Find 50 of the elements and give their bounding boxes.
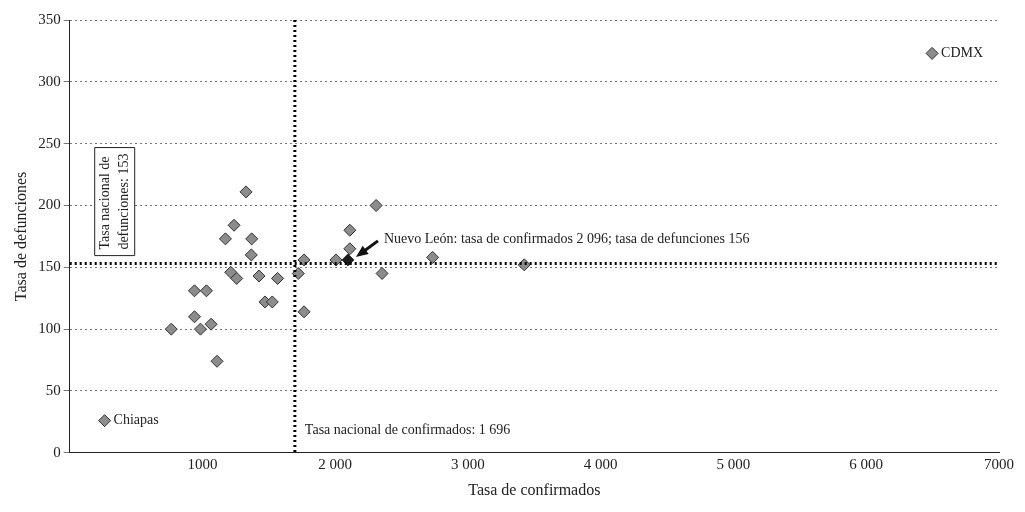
- point: [98, 414, 112, 428]
- point: [199, 284, 213, 298]
- point: [244, 248, 258, 262]
- point: [341, 253, 355, 267]
- point: [193, 322, 207, 336]
- annotation: Chiapas: [113, 412, 159, 428]
- x-tick-label: 1000: [187, 455, 218, 472]
- point: [204, 317, 218, 331]
- point: [252, 269, 266, 283]
- point: [265, 295, 279, 309]
- point: [239, 185, 253, 199]
- point: [297, 253, 311, 267]
- y-axis-title: Tasa de defunciones: [11, 171, 29, 302]
- point: [164, 322, 178, 336]
- point: [218, 232, 232, 246]
- y-tick-label: 250: [38, 134, 61, 151]
- point: [297, 305, 311, 319]
- point: [271, 271, 285, 285]
- point: [227, 218, 241, 232]
- point: [329, 253, 343, 267]
- x-tick-label: 7000: [984, 455, 1014, 472]
- x-tick-label: 6 000: [849, 455, 884, 472]
- point: [230, 271, 244, 285]
- point: [224, 265, 238, 279]
- y-tick-label: 150: [38, 258, 61, 275]
- x-tick-label: 4 000: [583, 455, 618, 472]
- x-tick-label: 3 000: [451, 455, 485, 472]
- x-tick-label: 5 000: [716, 455, 751, 472]
- point: [187, 284, 201, 298]
- y-tick-label: 50: [45, 381, 61, 398]
- point: [245, 232, 259, 246]
- x-tick-label: 2 000: [318, 455, 353, 472]
- x-axis-title: Tasa de confirmados: [468, 480, 601, 498]
- annotation: Nuevo León: tasa de confirmados 2 096; tasa de defunciones 156: [383, 230, 750, 246]
- point: [925, 46, 939, 60]
- y-tick-label: 200: [38, 196, 61, 213]
- y-tick-label: 350: [38, 10, 61, 27]
- y-tick-label: 0: [53, 443, 61, 460]
- point: [426, 250, 440, 264]
- y-tick-label: 100: [38, 320, 61, 337]
- ref-line-label: Tasa nacional de confirmados: 1 696: [304, 422, 511, 438]
- point: [187, 310, 201, 324]
- annotation: CDMX: [941, 45, 984, 61]
- ref-line-label: Tasa nacional de defunciones: 153: [97, 153, 132, 250]
- y-tick-label: 300: [38, 72, 61, 89]
- point: [343, 242, 357, 256]
- point: [343, 223, 357, 237]
- point: [369, 198, 383, 212]
- point: [210, 354, 224, 368]
- point: [375, 267, 389, 280]
